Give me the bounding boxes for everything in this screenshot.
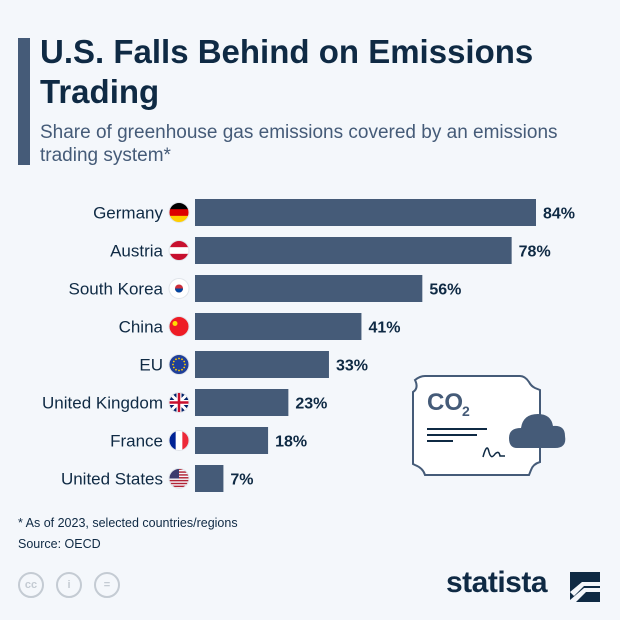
austria-flag-icon [168,240,190,261]
france-flag-icon [168,430,190,451]
china-flag-icon [168,316,190,337]
chart-subtitle: Share of greenhouse gas emissions covere… [40,122,558,166]
co2-subscript: 2 [462,403,470,419]
bar [195,351,329,378]
category-label: Austria [110,242,163,261]
data-label: 7% [230,472,253,489]
creative-commons-icon[interactable]: cc [18,572,44,598]
eu-flag-icon [168,354,190,375]
uk-flag-icon [168,392,190,413]
category-label: Germany [93,204,163,223]
source: Source: OECD [18,537,101,551]
data-label: 41% [368,320,400,337]
accent-bar [18,38,30,165]
bar [195,275,423,302]
statista-logo[interactable]: statista [446,566,548,599]
us-flag-icon [168,468,190,489]
category-label: United Kingdom [42,394,163,413]
category-label: France [110,432,163,451]
co2-certificate-icon: CO 2 [412,375,566,476]
germany-flag-icon [168,202,190,223]
category-label: China [119,318,164,337]
attribution-icon[interactable]: i [56,572,82,598]
bar [195,199,536,226]
statista-logo-icon [570,572,600,602]
chart-title: U.S. Falls Behind on Emissions Trading [40,33,534,110]
data-label: 33% [336,358,368,375]
category-label: EU [139,356,163,375]
bar-chart: Germany 84% Austria 78% South Korea 56% China 4… [42,199,575,492]
bar [195,389,289,416]
data-label: 23% [295,396,327,413]
co2-label: CO [427,389,463,416]
data-label: 78% [519,244,551,261]
category-label: United States [61,470,163,489]
data-label: 84% [543,206,575,223]
no-derivatives-icon[interactable]: = [94,572,120,598]
bar [195,313,362,340]
data-label: 18% [275,434,307,451]
category-label: South Korea [68,280,163,299]
south-korea-flag-icon [168,278,190,299]
footnote: * As of 2023, selected countries/regions [18,516,238,530]
bar [195,237,512,264]
bar [195,465,224,492]
data-label: 56% [429,282,461,299]
bar [195,427,269,454]
